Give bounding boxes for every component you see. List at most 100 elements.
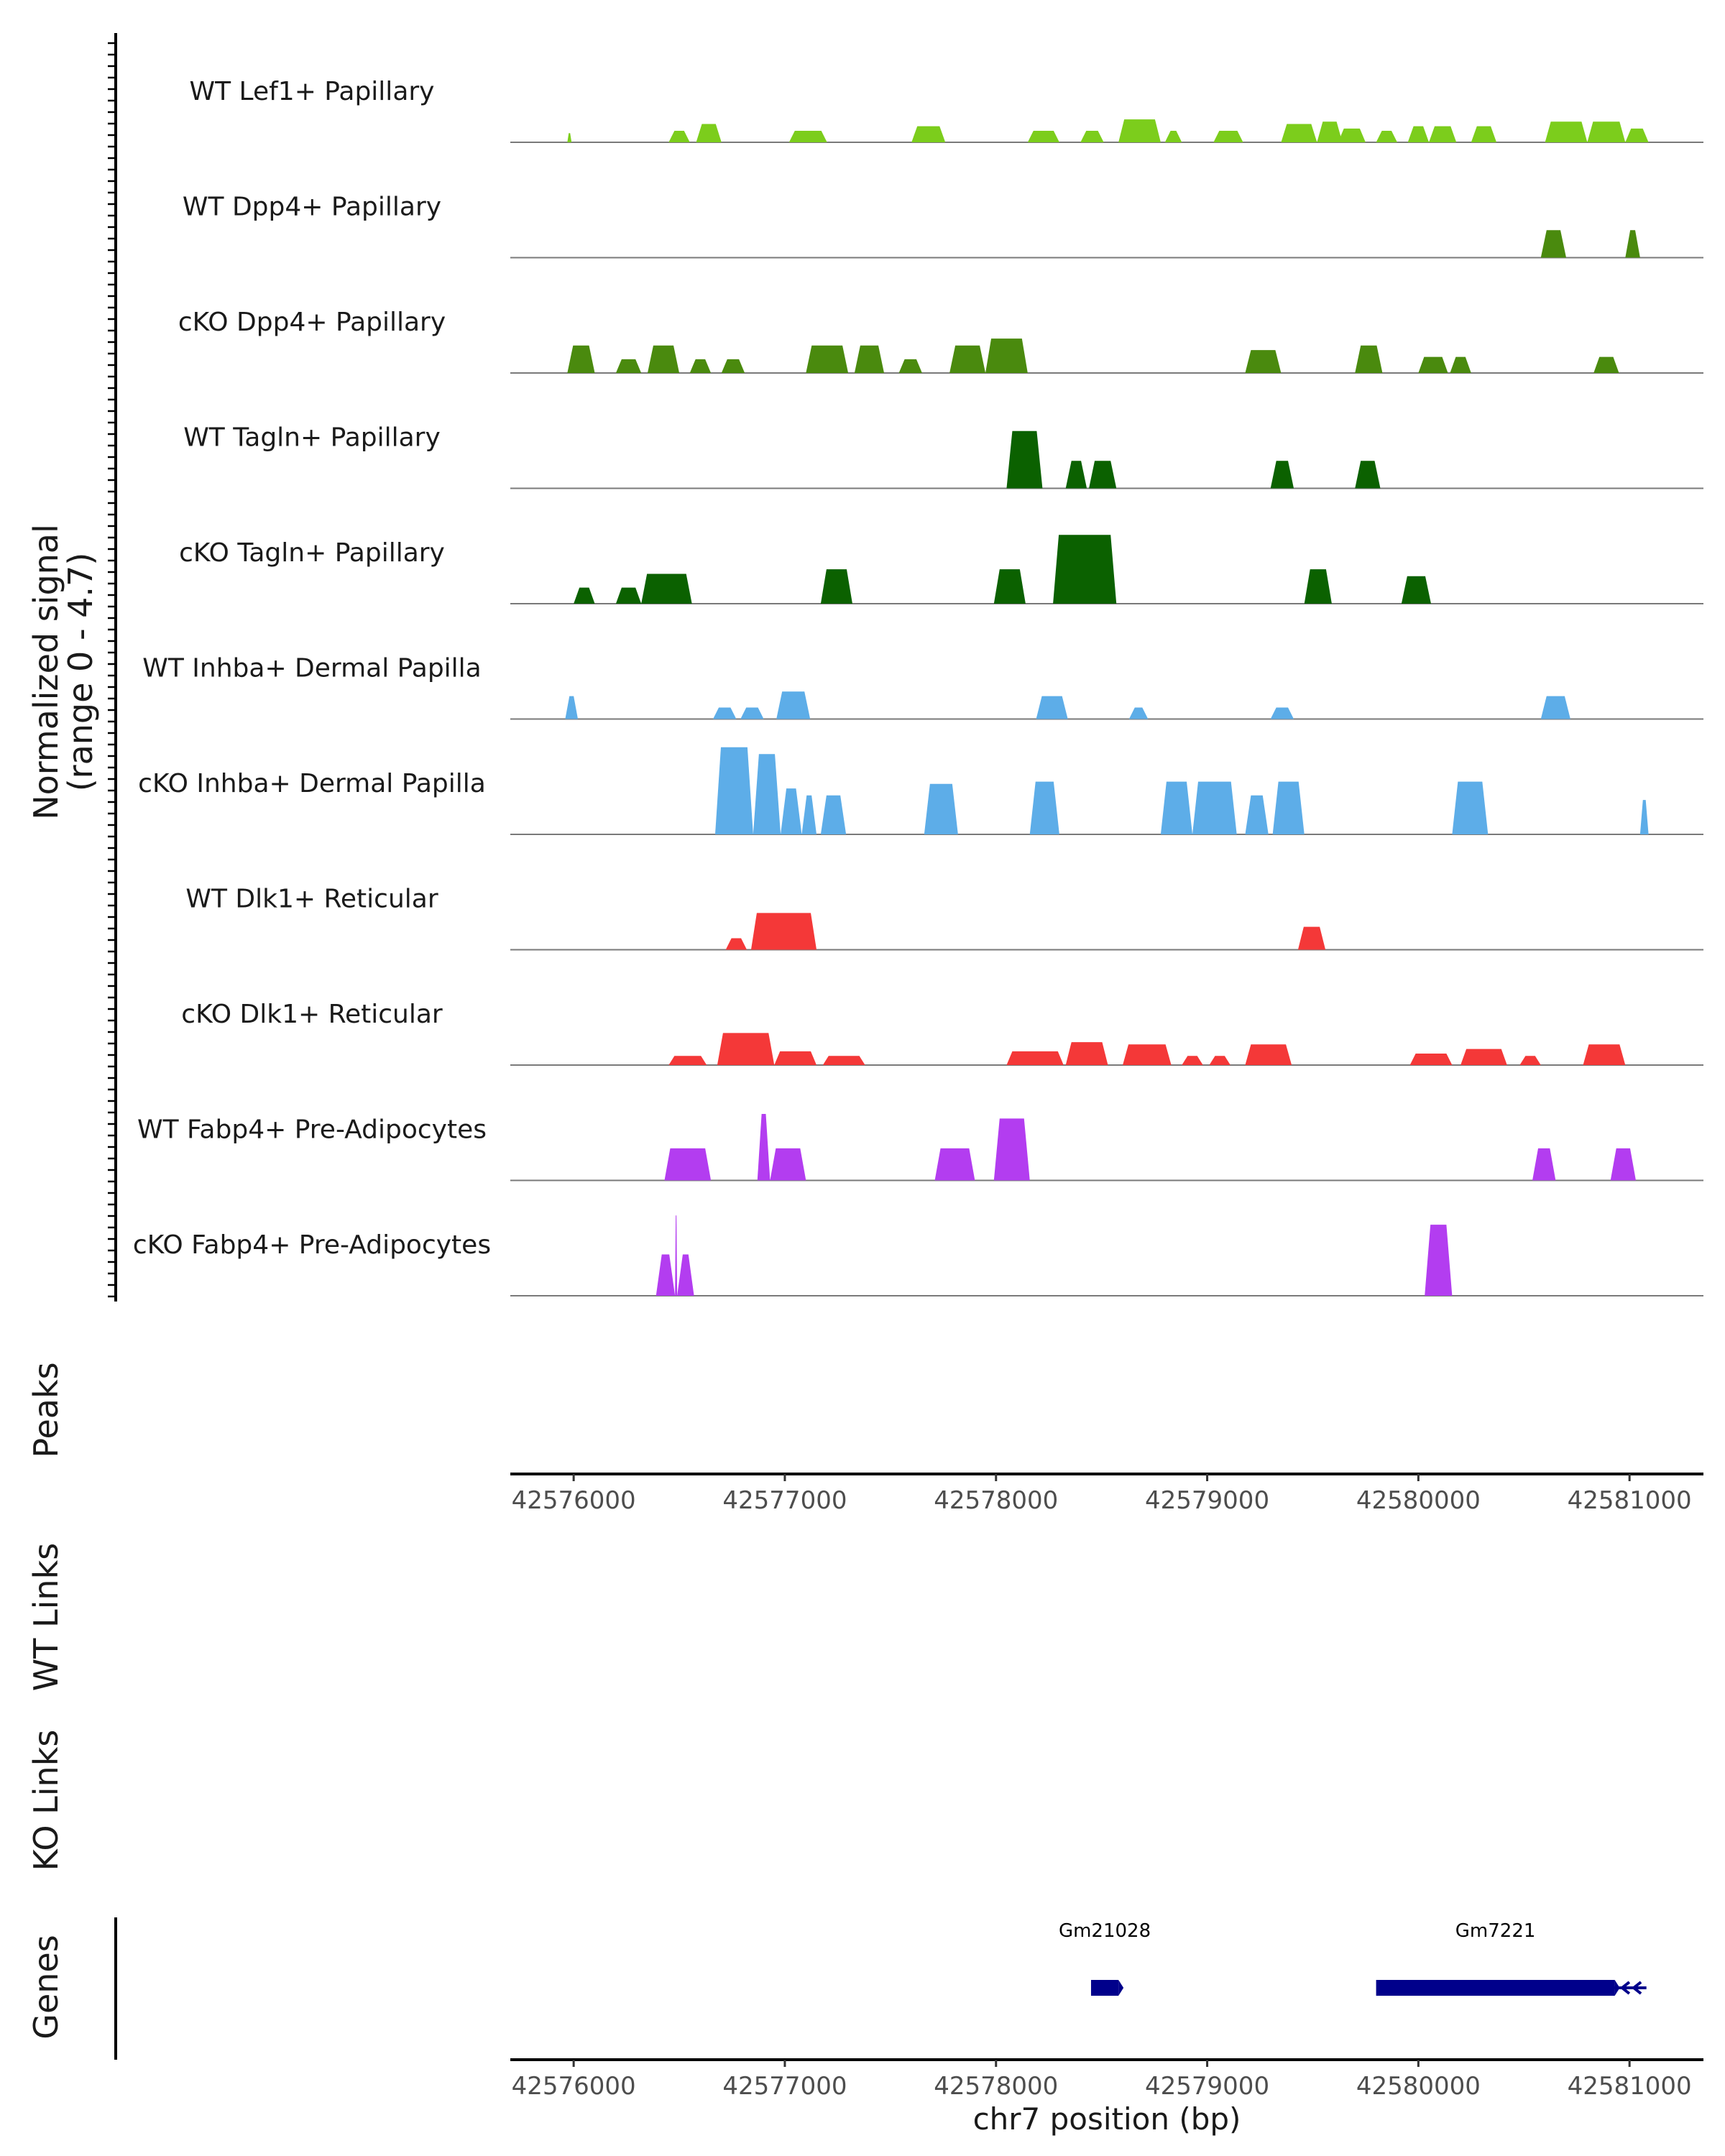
coverage-peak — [1418, 356, 1448, 373]
track: WT Dlk1+ Reticular — [185, 885, 1703, 951]
x-tick-label: 42580000 — [1356, 2072, 1481, 2101]
coverage-peak — [788, 131, 827, 142]
track: cKO Dpp4+ Papillary — [178, 308, 1703, 374]
gene-label: Gm21028 — [1059, 1920, 1151, 1942]
gene-exon — [1090, 1980, 1119, 1996]
track-label: cKO Tagln+ Papillary — [179, 538, 445, 568]
x-tick-label: 42581000 — [1568, 1486, 1692, 1515]
coverage-peak — [615, 359, 642, 373]
coverage-peak — [820, 569, 852, 604]
coverage-peak — [1245, 795, 1269, 834]
coverage-peak — [1272, 781, 1305, 834]
coverage-peak — [1281, 124, 1317, 142]
coverage-peak — [696, 124, 722, 142]
coverage-peak — [993, 1118, 1030, 1181]
coverage-peak — [1425, 1225, 1453, 1296]
coverage-peak — [1245, 1044, 1292, 1065]
coverage-y-ticks — [108, 42, 116, 1298]
genes-x-ticks: 42576000 42577000 42578000 42579000 42580000… — [512, 2060, 1692, 2101]
coverage-peak — [1209, 1056, 1230, 1065]
coverage-peak — [1625, 230, 1640, 258]
coverage-peak — [820, 795, 847, 834]
x-tick-label: 42579000 — [1145, 2072, 1269, 2101]
coverage-peak — [1450, 356, 1471, 373]
genes-track: Gm21028 Gm7221 — [1059, 1920, 1647, 1996]
track: cKO Inhba+ Dermal Papilla — [138, 747, 1703, 835]
coverage-peak — [1583, 1044, 1626, 1065]
coverage-peak — [801, 795, 817, 834]
coverage-peak — [1338, 128, 1366, 142]
strand-arrow — [1619, 1981, 1631, 1995]
coverage-peak — [1452, 781, 1489, 834]
track-label: WT Dpp4+ Papillary — [183, 193, 441, 222]
coverage-peak — [567, 345, 595, 373]
gene-label: Gm7221 — [1455, 1920, 1536, 1942]
coverage-peak — [822, 1056, 865, 1065]
coverage-peak — [721, 359, 745, 373]
coverage-peak — [1006, 430, 1043, 489]
strand-arrow — [1631, 1981, 1642, 1995]
coverage-tracks: WT Lef1+ Papillary WT Dpp4+ Papillary cKO … — [133, 77, 1703, 1296]
coverage-peak — [664, 1148, 712, 1181]
coverage-peak — [898, 359, 922, 373]
coverage-peak — [1540, 696, 1570, 719]
track: WT Inhba+ Dermal Papilla — [142, 654, 1703, 720]
x-axis-title: chr7 position (bp) — [973, 2101, 1241, 2137]
track-label: WT Fabp4+ Pre-Adipocytes — [137, 1115, 487, 1145]
coverage-peak — [1610, 1148, 1636, 1181]
track: cKO Dlk1+ Reticular — [181, 1000, 1703, 1066]
coverage-peak — [656, 1254, 676, 1296]
coverage-peak — [1639, 800, 1649, 834]
x-tick-label: 42578000 — [934, 2072, 1058, 2101]
track-label: WT Lef1+ Papillary — [190, 77, 435, 106]
coverage-peak — [1297, 926, 1326, 950]
coverage-peak — [854, 345, 885, 373]
x-tick-label: 42576000 — [512, 1486, 636, 1515]
coverage-peak — [1376, 131, 1397, 142]
coverage-peak — [1407, 126, 1430, 142]
coverage-peak — [770, 1148, 806, 1181]
coverage-peak — [1182, 1056, 1203, 1065]
x-tick-label: 42580000 — [1356, 1486, 1481, 1515]
genes-label: Genes — [27, 1935, 65, 2039]
coverage-peak — [1027, 131, 1059, 142]
track-label: cKO Dlk1+ Reticular — [181, 1000, 443, 1029]
coverage-peak — [615, 587, 642, 604]
coverage-peak — [1401, 576, 1431, 604]
coverage-peak — [1192, 781, 1237, 834]
track: cKO Tagln+ Papillary — [179, 535, 1703, 604]
coverage-peak — [1429, 126, 1457, 142]
x-tick-label: 42577000 — [722, 1486, 847, 1515]
ko-links-label: KO Links — [27, 1730, 65, 1871]
coverage-peak — [1532, 1148, 1556, 1181]
x-tick-label: 42576000 — [512, 2072, 636, 2101]
track-label: cKO Inhba+ Dermal Papilla — [138, 769, 486, 798]
coverage-peak — [1545, 121, 1588, 142]
coverage-peak — [911, 126, 946, 142]
coverage-peak — [1164, 131, 1182, 142]
coverage-peak — [677, 1254, 694, 1296]
coverage-peak — [1065, 461, 1087, 489]
coverage-peak — [1519, 1056, 1541, 1065]
coverage-peak — [1065, 1042, 1108, 1065]
coverage-peak — [714, 747, 753, 834]
coverage-peak — [675, 1215, 678, 1296]
coverage-peak — [934, 1148, 975, 1181]
gene-end-arrow — [1118, 1980, 1124, 1996]
coverage-peak — [740, 707, 764, 719]
coverage-peak — [1270, 461, 1294, 489]
coverage-peak — [1053, 535, 1117, 604]
coverage-peak — [641, 573, 692, 604]
coverage-peak — [993, 569, 1026, 604]
x-tick-label: 42578000 — [934, 1486, 1058, 1515]
track-label: WT Tagln+ Papillary — [183, 423, 441, 453]
coverage-peak — [1355, 345, 1383, 373]
coverage-peak — [806, 345, 849, 373]
coverage-peak — [565, 696, 579, 719]
coverage-peak — [1304, 569, 1332, 604]
coverage-peak — [1089, 461, 1117, 489]
coverage-peak — [725, 938, 748, 950]
coverage-peak — [1270, 707, 1294, 719]
coverage-peak — [1587, 121, 1626, 142]
track: WT Dpp4+ Papillary — [183, 193, 1703, 259]
